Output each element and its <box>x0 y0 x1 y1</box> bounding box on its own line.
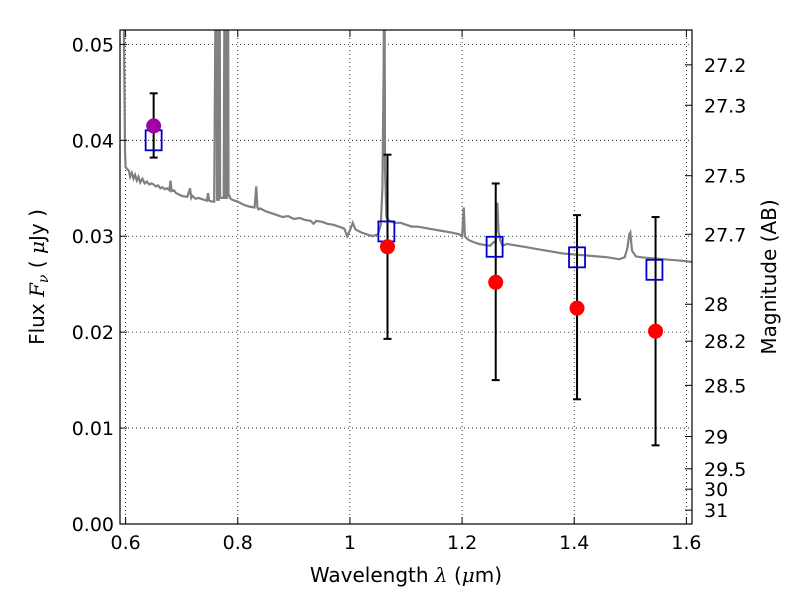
y-tick-label: 0.04 <box>72 130 114 152</box>
y-axis-label: Flux Fν ( μJy ) <box>25 209 52 345</box>
x-tick-label: 1.6 <box>671 532 701 554</box>
x-tick-label: 1.4 <box>559 532 589 554</box>
mag-tick-label: 29 <box>704 427 728 449</box>
model-square-marker <box>645 258 664 281</box>
y-tick-label: 0.00 <box>72 514 114 536</box>
x-tick-label: 0.6 <box>110 532 140 554</box>
y-tick-label: 0.03 <box>72 226 114 248</box>
y-tick-label: 0.05 <box>72 34 114 56</box>
mag-tick-label: 28.5 <box>704 375 746 397</box>
observed-point <box>648 323 664 339</box>
mag-tick-label: 27.7 <box>704 224 746 246</box>
model-square-marker <box>485 235 504 258</box>
optical-point <box>146 118 162 134</box>
spectrum-line <box>122 30 692 264</box>
x-axis-label: Wavelength λ (μm) <box>310 563 502 587</box>
y-tick-label: 0.01 <box>72 418 114 440</box>
x-tick-label: 0.8 <box>223 532 253 554</box>
observed-point <box>379 239 395 255</box>
x-tick-label: 1.2 <box>447 532 477 554</box>
observed-point <box>569 300 585 316</box>
plot-frame <box>119 29 693 525</box>
mag-tick-label: 31 <box>704 500 728 522</box>
mag-tick-label: 27.2 <box>704 55 746 77</box>
series-layer <box>122 30 692 447</box>
x-tick-label: 1 <box>344 532 356 554</box>
y-tick-label: 0.02 <box>72 322 114 344</box>
ticks: 0.6 0.8 1 1.2 1.4 1.6 0.00 0.01 0.02 0.03 0.04 0.05… <box>72 30 746 554</box>
mag-tick-label: 27.5 <box>704 166 746 188</box>
mag-tick-label: 29.5 <box>704 459 746 481</box>
mag-tick-label: 28 <box>704 294 728 316</box>
mag-tick-label: 27.3 <box>704 95 746 117</box>
observed-point <box>488 274 504 290</box>
magnitude-axis-label: Magnitude (AB) <box>757 199 781 354</box>
mag-tick-label: 28.2 <box>704 331 746 353</box>
grid <box>120 30 692 525</box>
model-square-marker <box>568 246 586 269</box>
mag-tick-label: 30 <box>704 479 728 501</box>
